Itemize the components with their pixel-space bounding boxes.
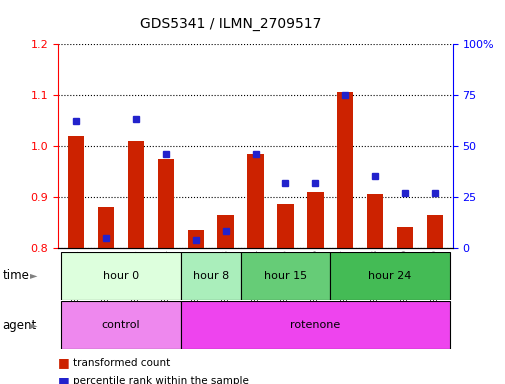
Bar: [61, 301, 180, 349]
Bar: [127, 141, 144, 248]
Text: transformed count: transformed count: [73, 358, 170, 368]
Text: control: control: [102, 320, 140, 331]
Text: hour 15: hour 15: [263, 270, 307, 281]
Text: hour 0: hour 0: [103, 270, 139, 281]
Bar: [277, 204, 293, 248]
Bar: [240, 252, 330, 300]
Bar: [366, 194, 383, 248]
Text: hour 24: hour 24: [368, 270, 411, 281]
Bar: [180, 252, 240, 300]
Bar: [247, 154, 263, 248]
Bar: [217, 215, 233, 248]
Text: ■: ■: [58, 356, 70, 369]
Text: agent: agent: [3, 319, 37, 332]
Text: rotenone: rotenone: [290, 320, 340, 331]
Bar: [336, 93, 353, 248]
Bar: [187, 230, 204, 248]
Bar: [307, 192, 323, 248]
Text: percentile rank within the sample: percentile rank within the sample: [73, 376, 249, 384]
Bar: [180, 301, 449, 349]
Bar: [97, 207, 114, 248]
Bar: [426, 215, 442, 248]
Text: hour 8: hour 8: [192, 270, 228, 281]
Bar: [68, 136, 84, 248]
Text: GDS5341 / ILMN_2709517: GDS5341 / ILMN_2709517: [139, 17, 320, 31]
Bar: [396, 227, 413, 248]
Text: time: time: [3, 269, 29, 282]
Bar: [157, 159, 174, 248]
Bar: [61, 252, 180, 300]
Text: ►: ►: [30, 270, 38, 281]
Text: ■: ■: [58, 375, 70, 384]
Bar: [330, 252, 449, 300]
Text: ►: ►: [30, 320, 38, 331]
